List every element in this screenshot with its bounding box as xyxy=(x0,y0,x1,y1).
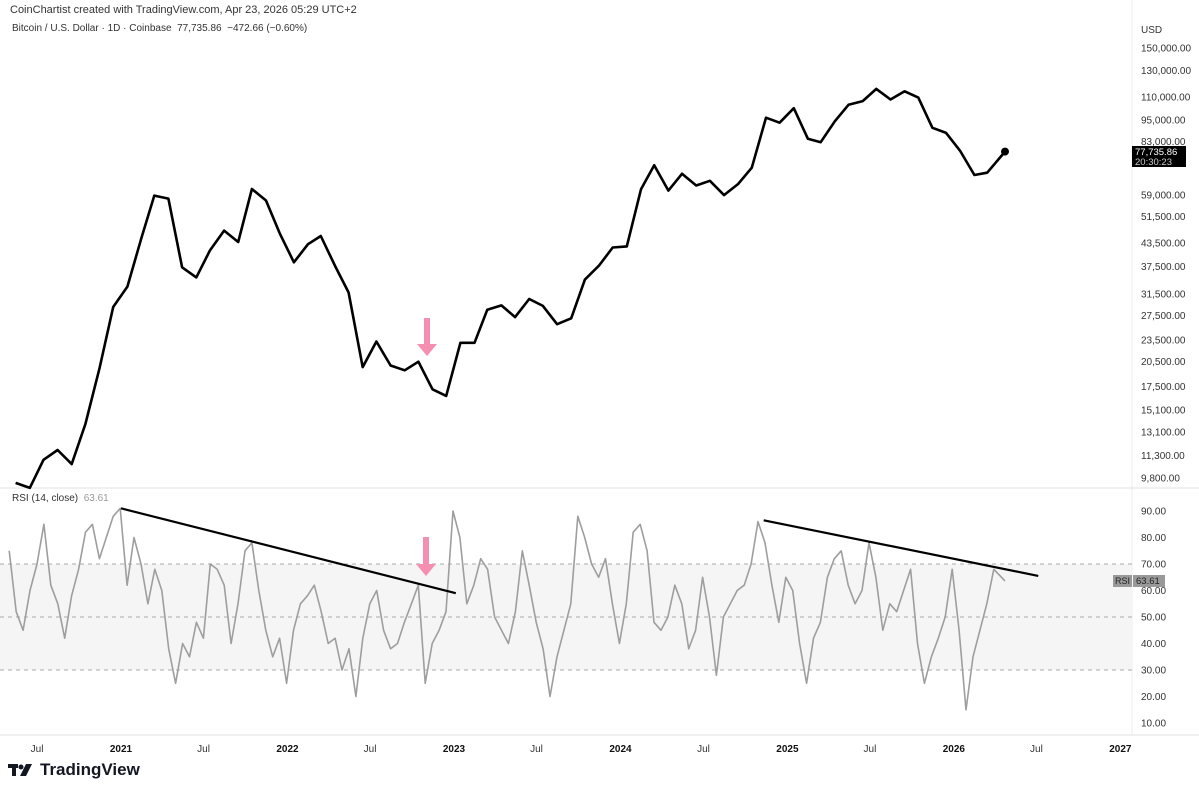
last-price: 77,735.86 xyxy=(177,23,222,34)
price-axis-tick: 95,000.00 xyxy=(1141,115,1186,126)
arrow-head xyxy=(417,344,437,356)
rsi-axis-tick: 90.00 xyxy=(1141,507,1166,518)
rsi-title[interactable]: RSI (14, close) xyxy=(12,493,79,504)
time-axis-tick: Jul xyxy=(697,744,710,755)
time-axis-tick: Jul xyxy=(530,744,543,755)
tradingview-logo-icon xyxy=(8,764,32,776)
rsi-down-arrow-icon xyxy=(416,537,436,576)
price-axis-tick: 31,500.00 xyxy=(1141,289,1186,300)
last-price-tag-value: 77,735.86 xyxy=(1135,147,1177,158)
rsi-axis-tick: 80.00 xyxy=(1141,533,1166,544)
price-axis-tick: 23,500.00 xyxy=(1141,336,1186,347)
rsi-line xyxy=(8,507,1006,711)
rsi-value-tag: 63.61 xyxy=(1136,576,1160,587)
symbol-legend: Bitcoin / U.S. Dollar · 1D · Coinbase 77… xyxy=(12,23,307,34)
time-axis-tick: Jul xyxy=(864,744,877,755)
time-axis-tick: 2023 xyxy=(443,744,466,755)
price-down-arrow-icon xyxy=(417,318,437,356)
price-axis-tick: 59,000.00 xyxy=(1141,191,1186,202)
arrow-shaft xyxy=(423,537,429,566)
rsi-legend: RSI (14, close) 63.61 xyxy=(12,493,109,504)
price-axis-tick: 20,500.00 xyxy=(1141,357,1186,368)
price-axis-tick: 37,500.00 xyxy=(1141,262,1186,273)
time-axis-tick: Jul xyxy=(197,744,210,755)
rsi-axis-tick: 60.00 xyxy=(1141,586,1166,597)
time-axis-tick: 2025 xyxy=(776,744,799,755)
rsi-value: 63.61 xyxy=(83,493,109,504)
countdown-timer: 20:30:23 xyxy=(1135,157,1172,168)
currency-label: USD xyxy=(1141,25,1162,36)
rsi-axis-tick: 50.00 xyxy=(1141,613,1166,624)
rsi-band-background xyxy=(0,564,1132,670)
price-axis-tick: 15,100.00 xyxy=(1141,405,1186,416)
price-axis-tick: 9,800.00 xyxy=(1141,473,1180,484)
price-line xyxy=(15,87,1006,490)
rsi-value-tag-bg xyxy=(1133,575,1165,587)
price-axis-tick: 27,500.00 xyxy=(1141,311,1186,322)
last-price-tag xyxy=(1132,146,1186,167)
price-axis-tick: 150,000.00 xyxy=(1141,44,1191,55)
price-axis-tick: 83,000.00 xyxy=(1141,137,1186,148)
time-axis-tick: 2026 xyxy=(943,744,966,755)
credit-text: CoinChartist created with TradingView.co… xyxy=(10,4,357,16)
symbol-name[interactable]: Bitcoin / U.S. Dollar · 1D · Coinbase xyxy=(12,23,172,34)
time-axis-tick: 2021 xyxy=(110,744,133,755)
rsi-tag-label-bg xyxy=(1113,575,1132,587)
price-change: −472.66 (−0.60%) xyxy=(227,23,308,34)
time-axis-tick: Jul xyxy=(364,744,377,755)
time-axis-tick: 2022 xyxy=(276,744,299,755)
logo-text: TradingView xyxy=(40,760,140,779)
rsi-axis-tick: 30.00 xyxy=(1141,666,1166,677)
arrow-head xyxy=(416,564,436,576)
rsi-axis-tick: 40.00 xyxy=(1141,639,1166,650)
price-axis-tick: 130,000.00 xyxy=(1141,66,1191,77)
price-axis-tick: 17,500.00 xyxy=(1141,382,1186,393)
rsi-axis-tick: 20.00 xyxy=(1141,692,1166,703)
last-price-dot xyxy=(1001,147,1009,156)
price-axis-tick: 13,100.00 xyxy=(1141,428,1186,439)
rsi-axis-tick: 70.00 xyxy=(1141,560,1166,571)
rsi-trendline-2 xyxy=(763,519,1039,578)
rsi-tag-label: RSI xyxy=(1115,576,1130,586)
time-axis-tick: Jul xyxy=(31,744,44,755)
time-axis-tick: Jul xyxy=(1030,744,1043,755)
price-axis-tick: 11,300.00 xyxy=(1141,451,1185,462)
price-axis-tick: 43,500.00 xyxy=(1141,239,1186,250)
time-axis-tick: 2024 xyxy=(609,744,632,755)
rsi-axis-tick: 10.00 xyxy=(1141,719,1166,730)
price-axis-tick: 51,500.00 xyxy=(1141,212,1186,223)
arrow-shaft xyxy=(424,318,430,346)
rsi-trendline-1 xyxy=(120,507,457,595)
time-axis-tick: 2027 xyxy=(1109,744,1132,755)
tradingview-logo[interactable]: TradingView xyxy=(8,760,140,780)
price-axis-tick: 110,000.00 xyxy=(1141,92,1191,103)
